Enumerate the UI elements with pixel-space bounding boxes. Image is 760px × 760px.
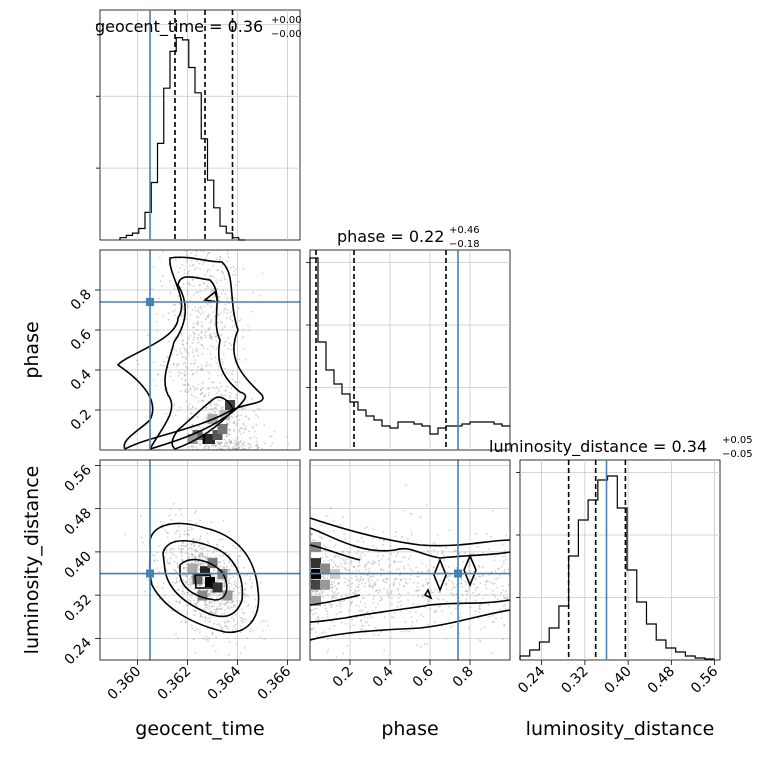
title-luminosity-distance: luminosity_distance = 0.34 [489,437,707,457]
density-contour [310,527,510,623]
ylabel-phase: phase [21,321,43,378]
panel-luminosity-distance-hist [516,459,721,661]
density-contour [203,290,220,303]
title-phase-sup: +0.46 [449,225,480,236]
phase-hist-step-line [309,257,510,450]
title-geocent-time-sub: −0.00 [271,29,302,40]
truth-marker [454,569,462,578]
panel-geocent-time-hist [96,9,301,241]
panel-phase-hist [306,249,511,451]
density-contour [179,558,228,601]
title-phase-sub: −0.18 [449,239,480,250]
panel-luminosity-distance-vs-phase [309,459,511,661]
panel-phase-vs-geocent-time [99,249,301,451]
density-contour [171,396,234,450]
title-geocent-time: geocent_time = 0.36 [95,17,263,37]
panel-luminosity-distance-vs-geocent-time [99,459,301,661]
density-contour [149,276,247,450]
xlabel-phase: phase [381,718,438,740]
density-contour [463,553,477,588]
ylabel-luminosity-distance: luminosity_distance [21,466,43,655]
title-geocent-time-sup: +0.00 [271,15,302,26]
density-contour [162,540,244,618]
title-luminosity-distance-sup: +0.05 [722,435,753,446]
density-contour [149,522,260,634]
density-contour [116,256,264,450]
density-contour [310,517,510,641]
truth-marker [146,569,154,578]
truth-marker [146,298,154,306]
luminosity-distance-hist-step-line [519,475,715,660]
density-contour [423,588,433,600]
density-contour [310,544,361,606]
geocent-time-hist-step-line [119,37,245,241]
title-phase: phase = 0.22 [337,227,444,246]
xlabel-geocent-time: geocent_time [135,718,264,740]
density-contour [433,557,447,593]
density-contour [194,574,213,589]
xlabel-luminosity-distance: luminosity_distance [526,718,715,740]
title-luminosity-distance-sub: −0.05 [722,449,753,460]
